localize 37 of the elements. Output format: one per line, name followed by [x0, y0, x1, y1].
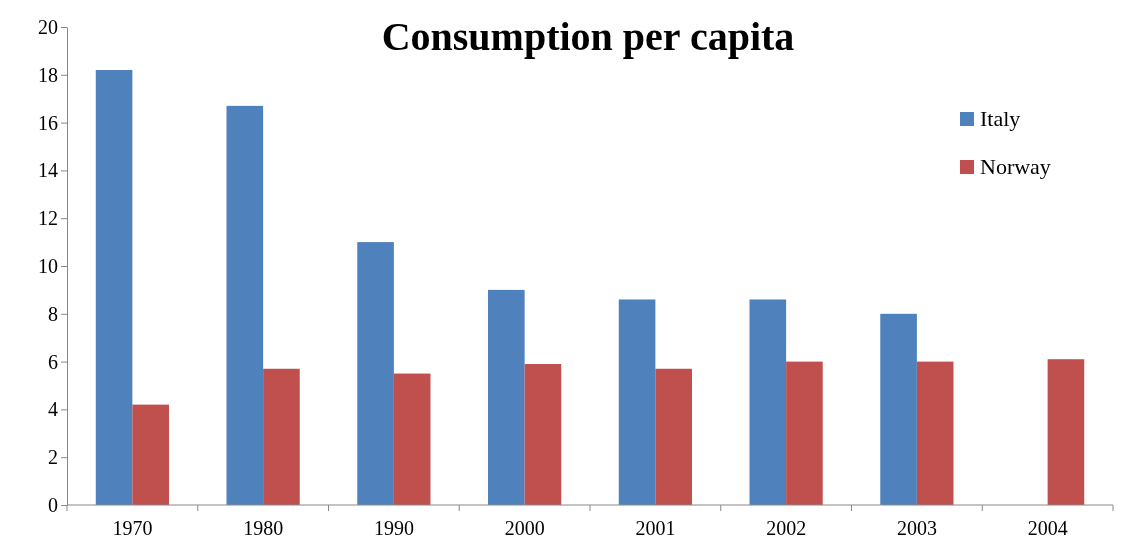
- y-tick-label: 0: [48, 493, 58, 516]
- bar: [916, 361, 954, 505]
- y-tick-label: 6: [48, 350, 58, 373]
- x-tick-label: 2002: [766, 517, 807, 539]
- x-tick-label: 1980: [243, 517, 284, 539]
- x-tick-label: 2000: [504, 517, 545, 539]
- y-tick-label: 18: [38, 63, 58, 86]
- bar: [749, 299, 787, 505]
- y-tick-label: 20: [38, 15, 58, 38]
- legend-label: Norway: [980, 154, 1051, 179]
- bar: [786, 361, 823, 505]
- y-tick-label: 14: [38, 159, 58, 182]
- x-tick-label: 2001: [635, 517, 676, 539]
- x-tick-label: 2004: [1027, 517, 1068, 539]
- y-tick-label: 8: [48, 302, 58, 325]
- legend-label: Italy: [980, 106, 1021, 131]
- y-tick-label: 16: [38, 111, 58, 134]
- y-tick-label: 12: [38, 207, 58, 230]
- bar: [488, 289, 525, 505]
- bar: [880, 313, 917, 505]
- bar: [95, 70, 133, 505]
- x-tick-label: 2003: [896, 517, 937, 539]
- y-tick-label: 10: [38, 254, 58, 277]
- x-tick-label: 1970: [112, 517, 153, 539]
- bar: [524, 363, 562, 505]
- bar: [132, 404, 169, 505]
- bar: [1047, 359, 1085, 505]
- y-tick-label: 4: [48, 398, 58, 421]
- x-tick-label: 1990: [373, 517, 414, 539]
- bar: [357, 242, 394, 505]
- chart-title: Consumption per capita: [381, 14, 795, 59]
- bar: [263, 368, 300, 505]
- bar: [655, 368, 692, 505]
- y-tick-label: 2: [48, 446, 58, 469]
- bar: [618, 299, 656, 505]
- bar: [393, 373, 431, 505]
- bar: [226, 105, 264, 505]
